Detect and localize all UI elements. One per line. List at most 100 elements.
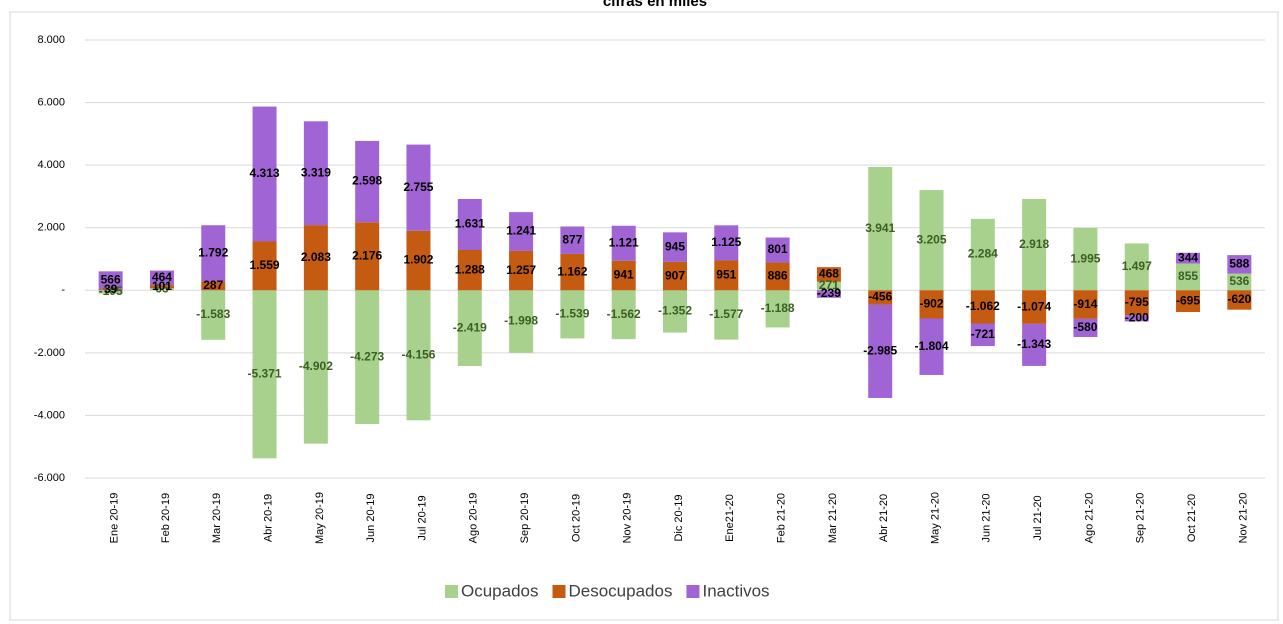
bar-segment <box>560 226 585 254</box>
data-label: -1.562 <box>607 307 641 321</box>
bar-segment <box>201 281 226 291</box>
data-label: 344 <box>1178 250 1198 264</box>
data-label: 2.083 <box>301 250 331 264</box>
data-label: -902 <box>920 297 944 311</box>
bar-segment <box>1227 255 1252 274</box>
legend-label: Desocupados <box>569 581 673 600</box>
bar-segment <box>868 304 893 398</box>
bar-segment <box>1176 290 1201 313</box>
bar-segment <box>919 318 944 375</box>
bar-segment <box>1124 315 1149 322</box>
data-label: 877 <box>562 232 582 246</box>
x-tick-label: Nov 20-19 <box>622 493 634 544</box>
bar-segment <box>919 190 944 291</box>
bar-segment <box>765 290 790 328</box>
data-label: -4.273 <box>350 349 384 363</box>
data-label: -721 <box>971 327 995 341</box>
chart-title: cifras en miles <box>603 0 707 10</box>
bar-segment <box>457 249 482 291</box>
bar-segment <box>1073 227 1098 291</box>
data-label: 1.257 <box>506 263 536 277</box>
data-label: 271 <box>819 278 839 292</box>
data-label: 1.792 <box>198 245 228 259</box>
bar-segment <box>98 289 123 291</box>
bar-segment <box>149 288 174 291</box>
data-label: 65 <box>155 281 169 295</box>
legend-swatch <box>445 585 458 598</box>
bar-segment <box>509 212 534 251</box>
bar-segment <box>816 267 841 282</box>
data-label: -620 <box>1227 292 1251 306</box>
data-label: 464 <box>152 270 172 284</box>
bar-segment <box>560 253 585 291</box>
bar-segment <box>970 218 995 291</box>
data-label: 588 <box>1229 256 1249 270</box>
data-label: -4.156 <box>401 347 435 361</box>
legend: Ocupados Desocupados Inactivos <box>445 581 770 600</box>
bar-segment <box>611 225 636 261</box>
x-tick-label: Ago 21-20 <box>1083 493 1095 544</box>
x-tick-label: Mar 21-20 <box>827 493 839 543</box>
data-label: 536 <box>1229 274 1249 288</box>
bar-segment <box>816 281 841 291</box>
data-label: 1.288 <box>455 262 485 276</box>
data-label: -914 <box>1073 297 1097 311</box>
data-label: 907 <box>665 268 685 282</box>
y-tick-label: -6.000 <box>34 472 65 484</box>
x-tick-label: May 21-20 <box>929 492 941 544</box>
data-label: 1.995 <box>1070 251 1100 265</box>
bar-segment <box>252 241 277 291</box>
data-label: -795 <box>1125 295 1149 309</box>
data-label: 2.755 <box>403 180 433 194</box>
data-label: -239 <box>817 286 841 300</box>
bar-segment <box>1022 323 1047 366</box>
bar-segment <box>816 290 841 298</box>
bar-segment <box>355 140 380 223</box>
bar-segment <box>303 121 328 226</box>
x-tick-label: Oct 20-19 <box>570 494 582 542</box>
x-tick-label: Feb 21-20 <box>776 493 788 543</box>
data-label: 951 <box>716 268 736 282</box>
x-tick-label: Ene 20-19 <box>109 493 121 544</box>
x-tick-label: Nov 21-20 <box>1237 493 1249 544</box>
data-label: 1.125 <box>711 235 741 249</box>
data-label: 945 <box>665 239 685 253</box>
data-label: 1.121 <box>609 235 639 249</box>
y-tick-label: 4.000 <box>37 159 65 171</box>
bar-segment <box>1073 290 1098 319</box>
data-label: 287 <box>203 278 223 292</box>
data-label: -105 <box>99 284 123 298</box>
data-label: -5.371 <box>248 366 282 380</box>
bar-segment <box>1073 318 1098 338</box>
bar-segment <box>1176 252 1201 264</box>
bar-segment <box>98 271 123 290</box>
bar-segment <box>457 198 482 250</box>
bar-segment <box>970 290 995 324</box>
bar-segment <box>714 290 739 340</box>
data-label: 855 <box>1178 269 1198 283</box>
data-label: -1.188 <box>761 301 795 315</box>
data-label: 566 <box>101 272 121 286</box>
x-tick-label: Mar 20-19 <box>211 493 223 543</box>
bar-segment <box>355 290 380 424</box>
bar-segment <box>765 237 790 263</box>
legend-swatch <box>552 585 566 598</box>
bar-segment <box>714 225 739 261</box>
data-label: -1.577 <box>709 307 743 321</box>
bar-segment <box>1022 198 1047 291</box>
data-label: 2.284 <box>968 247 998 261</box>
bar-segment <box>98 290 123 294</box>
data-label: 941 <box>614 268 634 282</box>
x-tick-label: Jul 21-20 <box>1032 495 1044 540</box>
data-label: 2.598 <box>352 174 382 188</box>
y-tick-label: -2.000 <box>34 347 65 359</box>
data-label: -580 <box>1073 320 1097 334</box>
bar-segment <box>714 260 739 291</box>
x-tick-label: May 20-19 <box>314 492 326 544</box>
data-label: -2.419 <box>453 320 487 334</box>
data-label: -1.998 <box>504 314 538 328</box>
data-label: 801 <box>768 242 788 256</box>
bar-segment <box>303 290 328 444</box>
bar-segment <box>1124 243 1149 291</box>
